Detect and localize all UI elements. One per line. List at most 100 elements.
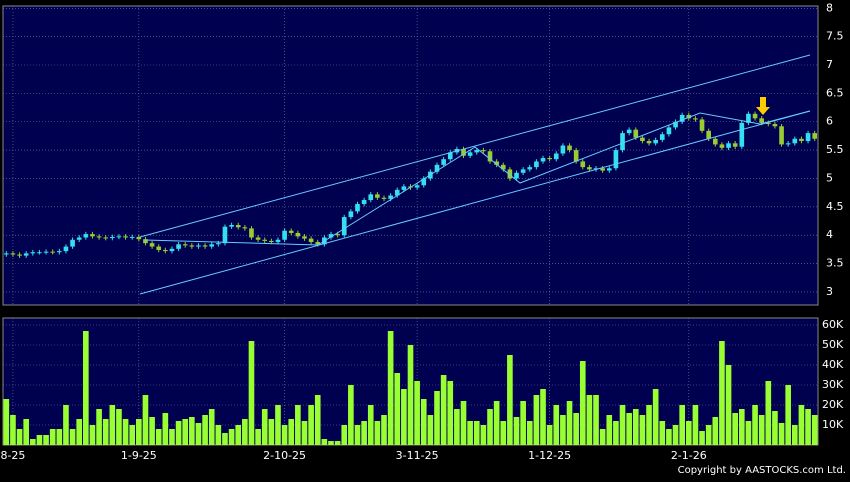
candle-body (50, 251, 56, 253)
candle-body (805, 133, 811, 142)
candle-body (441, 159, 446, 165)
candle-body (567, 145, 572, 151)
candle-body (593, 168, 599, 170)
volume-bar (275, 405, 281, 445)
candle-body (328, 234, 334, 238)
candle-body (772, 124, 778, 127)
volume-bar (407, 345, 414, 445)
y-tick-label: 6 (826, 115, 833, 128)
volume-bar (155, 429, 162, 445)
volume-bar (487, 409, 493, 445)
candle-body (573, 150, 579, 162)
candle-body (235, 225, 241, 228)
volume-bar (76, 419, 83, 445)
candle-body (620, 133, 625, 151)
volume-bar (586, 395, 593, 445)
volume-bar (348, 385, 354, 445)
volume-bar (520, 401, 526, 445)
volume-bar (553, 405, 560, 445)
channel-lower (139, 110, 811, 295)
volume-bar (102, 419, 109, 445)
candle-body (282, 230, 287, 240)
volume-bar (136, 419, 142, 445)
volume-bar (745, 421, 752, 445)
volume-bar (427, 415, 434, 445)
candle-body (434, 164, 440, 172)
candle-body (229, 225, 234, 227)
volume-bar (513, 417, 520, 445)
candle-body (514, 172, 519, 179)
volume-bar (613, 421, 619, 445)
volume-bar (758, 415, 765, 445)
volume-bar (401, 389, 407, 445)
volume-bar (434, 391, 440, 445)
candle-body (70, 239, 75, 247)
candle-body (57, 251, 62, 253)
volume-bar (308, 405, 314, 445)
candle-body (580, 161, 586, 168)
volume-bar (381, 415, 387, 445)
candle-body (401, 186, 407, 190)
candle-body (110, 236, 115, 239)
volume-bar (805, 409, 811, 445)
volume-bar (295, 405, 301, 445)
volume-bar (599, 429, 606, 445)
volume-bar (208, 409, 215, 445)
signal-arrow (756, 97, 770, 115)
volume-bar (341, 425, 348, 445)
volume-bar (228, 429, 235, 445)
candle-body (163, 249, 168, 252)
candle-body (76, 237, 82, 240)
y-tick-label: 7.5 (826, 30, 844, 43)
volume-bar (215, 425, 222, 445)
candle-body (43, 251, 49, 253)
volume-bar (122, 419, 129, 445)
candle-body (673, 121, 678, 128)
candle-body (726, 143, 731, 148)
volume-bar (626, 413, 632, 445)
volume-bar (785, 385, 791, 445)
volume-bar (43, 435, 49, 445)
candle-body (368, 194, 374, 201)
candle-body (613, 150, 619, 169)
candle-body (553, 153, 559, 160)
y-tick-label: 60K (822, 318, 844, 331)
volume-bar (268, 419, 275, 445)
volume-bar (89, 425, 96, 445)
candle-body (222, 226, 228, 244)
volume-bar (374, 421, 381, 445)
candle-body (189, 245, 195, 247)
x-tick-label: 8-25 (0, 449, 25, 462)
volume-bar (579, 361, 586, 445)
volume-bar (725, 365, 732, 445)
volume-bar (679, 405, 685, 445)
volume-bar (3, 399, 10, 445)
candle-body (633, 129, 639, 138)
candle-body (812, 133, 818, 139)
y-tick-label: 5 (826, 171, 833, 184)
volume-bar (69, 429, 76, 445)
volume-bar (752, 405, 758, 445)
candle-body (693, 118, 698, 120)
price-panel (2, 5, 819, 306)
volume-bar (354, 425, 361, 445)
volume-bar (30, 439, 36, 445)
volume-bar (692, 405, 699, 445)
volume-bar (116, 409, 122, 445)
volume-bar (195, 423, 202, 445)
candle-body (500, 164, 506, 170)
candle-body (560, 145, 566, 154)
candle-body (646, 141, 652, 144)
copyright: Copyright by AASTOCKS.com Ltd. (678, 465, 846, 476)
candle-body (275, 239, 281, 243)
x-tick-label: 1-12-25 (528, 449, 571, 462)
candle-body (752, 113, 758, 119)
volume-bar (705, 425, 712, 445)
volume-bar (546, 425, 553, 445)
candle-body (96, 236, 102, 238)
volume-bar (699, 431, 705, 445)
candle-body (196, 245, 201, 247)
volume-bar (632, 409, 639, 445)
candle-body (10, 253, 16, 255)
y-tick-label: 7 (826, 58, 833, 71)
